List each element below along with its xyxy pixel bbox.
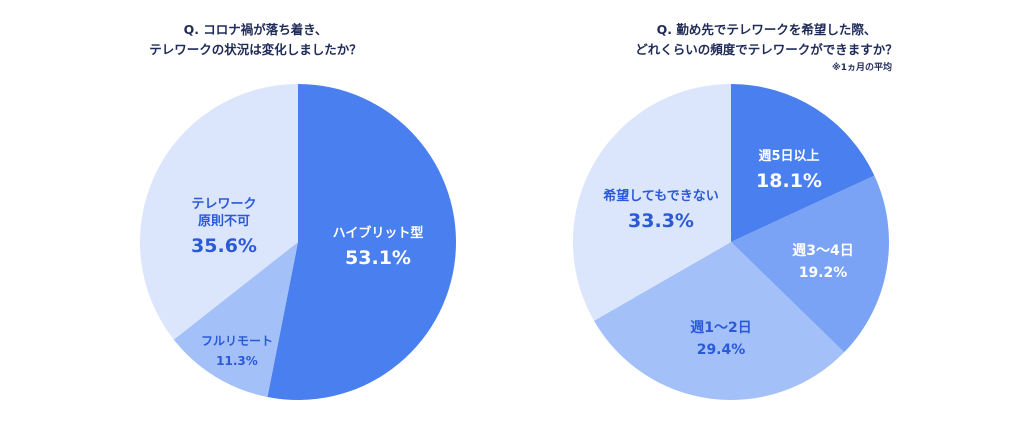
pie-slice (572, 84, 731, 321)
slice-label: 原則不可 (198, 214, 250, 229)
chart-title: Q. 勤め先でテレワークを希望した際、 どれくらいの頻度でテレワークができますか… (511, 20, 1022, 60)
pie-chart: 週5日以上 18.1% 週3〜4日 19.2% 週1〜2日 29.4% 希望してもできない 3… (572, 84, 889, 401)
pie-slice (140, 84, 298, 340)
chart-title: Q. コロナ禍が落ち着き、 テレワークの状況は変化しましたか？ (0, 20, 511, 60)
pie-slice (173, 242, 298, 398)
slice-label: 週5日以上 (758, 149, 819, 164)
chart-note: ※1ヵ月の平均 (831, 63, 892, 73)
chart-title-line-2: どれくらいの頻度でテレワークができますか？ (635, 42, 898, 57)
pie-slice (731, 175, 889, 353)
chart-title-line-1: Q. コロナ禍が落ち着き、 (183, 22, 328, 37)
slice-label: ハイブリット型 (333, 225, 424, 241)
slice-value-label: 19.2% (799, 265, 848, 281)
slice-label: フルリモート (201, 334, 273, 348)
slice-label: 週3〜4日 (792, 243, 853, 259)
slice-label: 週1〜2日 (690, 320, 751, 336)
pie-slice (267, 83, 457, 400)
slice-value-label: 33.3% (628, 210, 694, 232)
pie-slice (731, 84, 875, 242)
slice-value-label: 35.6% (191, 235, 257, 257)
pie-panel-telework-change: Q. コロナ禍が落ち着き、 テレワークの状況は変化しましたか？ ハイブリット型 5… (0, 20, 511, 400)
chart-title-line-2: テレワークの状況は変化しましたか？ (149, 42, 362, 57)
slice-value-label: 18.1% (756, 170, 822, 192)
pie-panel-telework-frequency: Q. 勤め先でテレワークを希望した際、 どれくらいの頻度でテレワークができますか… (511, 0, 1022, 429)
slice-value-label: 11.3% (216, 354, 258, 368)
chart-title-line-1: Q. 勤め先でテレワークを希望した際、 (656, 22, 877, 37)
pie-slice (594, 242, 845, 401)
slice-label: 希望してもできない (603, 188, 718, 204)
slice-label: テレワーク (191, 197, 256, 212)
slice-value-label: 53.1% (345, 247, 411, 269)
slice-value-label: 29.4% (697, 342, 746, 358)
